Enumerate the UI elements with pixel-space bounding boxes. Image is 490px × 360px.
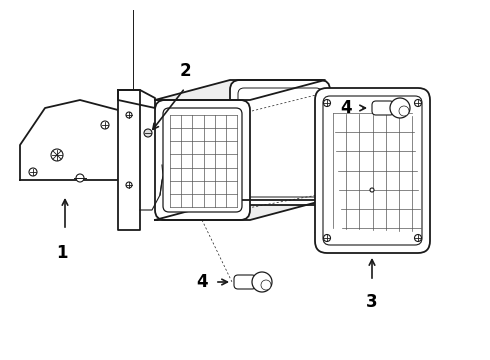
Circle shape <box>323 234 330 242</box>
FancyBboxPatch shape <box>234 275 256 289</box>
Circle shape <box>252 272 272 292</box>
Text: 2: 2 <box>179 62 191 80</box>
Circle shape <box>415 234 421 242</box>
Text: 3: 3 <box>366 293 378 311</box>
Circle shape <box>101 121 109 129</box>
Polygon shape <box>118 90 155 108</box>
Circle shape <box>126 112 132 118</box>
FancyBboxPatch shape <box>323 96 422 245</box>
FancyBboxPatch shape <box>163 108 242 212</box>
Text: 1: 1 <box>56 244 68 262</box>
Circle shape <box>51 149 63 161</box>
FancyBboxPatch shape <box>155 100 250 220</box>
Circle shape <box>126 182 132 188</box>
Text: 4: 4 <box>341 99 352 117</box>
Circle shape <box>261 280 271 290</box>
Polygon shape <box>155 200 325 220</box>
FancyBboxPatch shape <box>372 101 394 115</box>
Circle shape <box>144 129 152 137</box>
Polygon shape <box>155 80 325 100</box>
FancyBboxPatch shape <box>238 88 322 197</box>
Circle shape <box>399 106 409 116</box>
Circle shape <box>323 99 330 107</box>
Circle shape <box>390 98 410 118</box>
Circle shape <box>76 174 84 182</box>
Polygon shape <box>118 90 140 230</box>
FancyBboxPatch shape <box>230 80 330 205</box>
Circle shape <box>415 99 421 107</box>
Text: 4: 4 <box>196 273 208 291</box>
Circle shape <box>29 168 37 176</box>
Circle shape <box>370 188 374 192</box>
Polygon shape <box>20 100 130 180</box>
FancyBboxPatch shape <box>315 88 430 253</box>
